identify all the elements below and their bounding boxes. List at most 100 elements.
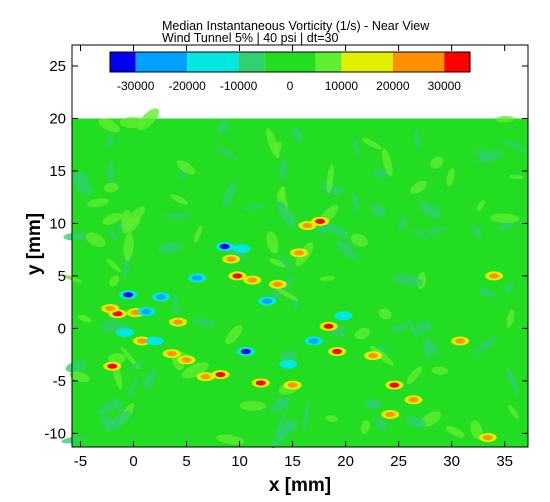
colorbar-swatch bbox=[341, 52, 393, 72]
field-texture bbox=[381, 148, 393, 177]
field-texture bbox=[120, 346, 140, 370]
field-texture bbox=[406, 366, 422, 385]
field-texture bbox=[472, 223, 482, 240]
plot-frame bbox=[71, 44, 529, 448]
colorbar-tick-label: 20000 bbox=[376, 79, 410, 93]
field-texture bbox=[420, 411, 442, 427]
x-tick-label: 0 bbox=[129, 453, 137, 470]
field-texture bbox=[102, 212, 123, 225]
field-texture bbox=[76, 181, 93, 196]
field-texture bbox=[496, 115, 515, 123]
field-texture bbox=[392, 273, 424, 287]
colorbar-swatch bbox=[392, 52, 445, 72]
field-texture bbox=[104, 182, 119, 193]
vorticity-feature bbox=[112, 311, 123, 317]
field-texture bbox=[63, 232, 88, 241]
vorticity-feature bbox=[287, 382, 298, 388]
x-tick-label: -5 bbox=[74, 453, 87, 470]
field-texture bbox=[430, 156, 444, 169]
field-texture bbox=[490, 213, 520, 223]
field-texture bbox=[336, 241, 358, 260]
vorticity-feature bbox=[232, 273, 243, 279]
vorticity-feature bbox=[236, 246, 247, 252]
y-tick-label: 0 bbox=[58, 320, 66, 337]
field-texture bbox=[508, 405, 519, 419]
field-texture bbox=[509, 174, 524, 179]
field-texture bbox=[279, 159, 287, 181]
chart-subtitle: Wind Tunnel 5% | 40 psi | dt=30 bbox=[162, 31, 338, 45]
vorticity-feature bbox=[120, 329, 131, 336]
field-texture bbox=[176, 160, 196, 175]
x-tick-label: 25 bbox=[390, 453, 407, 470]
field-texture bbox=[326, 164, 334, 193]
vorticity-feature bbox=[123, 292, 134, 298]
field-texture bbox=[477, 150, 502, 164]
vorticity-feature bbox=[105, 305, 116, 312]
vorticity-feature bbox=[107, 363, 118, 369]
colorbar-swatch bbox=[238, 52, 265, 72]
field-texture bbox=[446, 426, 465, 438]
field-texture bbox=[61, 436, 86, 444]
field-texture bbox=[412, 228, 428, 239]
field-texture bbox=[280, 350, 298, 363]
field-texture bbox=[371, 203, 386, 218]
field-texture bbox=[98, 399, 118, 416]
y-tick-label: 5 bbox=[58, 268, 66, 285]
field-texture bbox=[361, 137, 382, 150]
field-texture bbox=[170, 194, 188, 205]
field-texture bbox=[372, 169, 389, 178]
field-texture bbox=[275, 397, 288, 409]
field-texture bbox=[119, 117, 147, 129]
vorticity-feature bbox=[215, 371, 226, 378]
field-texture bbox=[303, 400, 310, 432]
vorticity-feature bbox=[200, 374, 211, 380]
colorbar-swatch bbox=[110, 52, 136, 72]
field-texture bbox=[85, 232, 106, 247]
field-texture bbox=[506, 309, 515, 328]
field-texture bbox=[422, 338, 433, 355]
field-texture bbox=[106, 411, 131, 432]
vorticity-feature bbox=[149, 338, 160, 344]
vorticity-feature bbox=[141, 309, 152, 315]
field-texture bbox=[239, 400, 267, 411]
field-texture bbox=[407, 318, 419, 340]
field-texture bbox=[398, 217, 407, 230]
colorbar-tick-label: -10000 bbox=[220, 79, 258, 93]
x-tick-label: 35 bbox=[496, 453, 513, 470]
ticks: -5 0 5 10 15 20 25 30 35 -10 -5 0 5 10 15 20 25 bbox=[44, 45, 528, 470]
colorbar-swatch bbox=[187, 52, 239, 72]
field-texture bbox=[354, 327, 371, 340]
field-texture bbox=[193, 225, 202, 243]
field-texture bbox=[278, 256, 294, 271]
field-texture bbox=[478, 288, 495, 298]
field-texture bbox=[360, 420, 371, 434]
field-texture bbox=[87, 198, 109, 208]
field-texture bbox=[470, 420, 483, 440]
field-texture bbox=[352, 137, 360, 157]
field-texture bbox=[269, 258, 286, 268]
field-texture bbox=[106, 258, 122, 273]
field-texture bbox=[69, 371, 90, 383]
vorticity-feature bbox=[489, 273, 500, 279]
field-texture bbox=[351, 192, 360, 213]
field-texture bbox=[215, 146, 239, 160]
field-texture bbox=[217, 120, 228, 135]
vorticity-feature bbox=[136, 338, 147, 344]
vorticity-feature bbox=[482, 434, 493, 441]
vorticity-feature bbox=[219, 243, 230, 250]
field-texture bbox=[378, 308, 392, 320]
field-texture bbox=[241, 204, 266, 211]
vorticity-feature bbox=[262, 298, 273, 304]
vorticity-feature bbox=[255, 380, 266, 386]
field-texture bbox=[222, 182, 236, 207]
field-texture bbox=[473, 335, 497, 355]
field-background bbox=[72, 118, 528, 447]
x-axis-label: x [mm] bbox=[269, 475, 331, 496]
vorticity-feature bbox=[408, 397, 419, 403]
vorticity-feature bbox=[389, 382, 400, 388]
y-tick-label: -5 bbox=[53, 373, 66, 390]
field-texture bbox=[123, 232, 134, 261]
field-texture bbox=[163, 213, 191, 219]
field-texture bbox=[410, 180, 428, 194]
field-texture bbox=[415, 321, 431, 334]
